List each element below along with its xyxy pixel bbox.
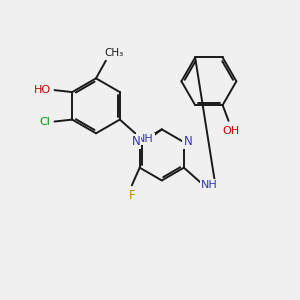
Text: NH: NH xyxy=(201,180,218,190)
Text: CH₃: CH₃ xyxy=(104,48,123,58)
Text: N: N xyxy=(131,135,140,148)
Text: OH: OH xyxy=(222,126,239,136)
Text: F: F xyxy=(128,189,135,202)
Text: NH: NH xyxy=(137,134,154,144)
Text: Cl: Cl xyxy=(39,116,50,127)
Text: HO: HO xyxy=(34,85,51,95)
Text: N: N xyxy=(183,135,192,148)
